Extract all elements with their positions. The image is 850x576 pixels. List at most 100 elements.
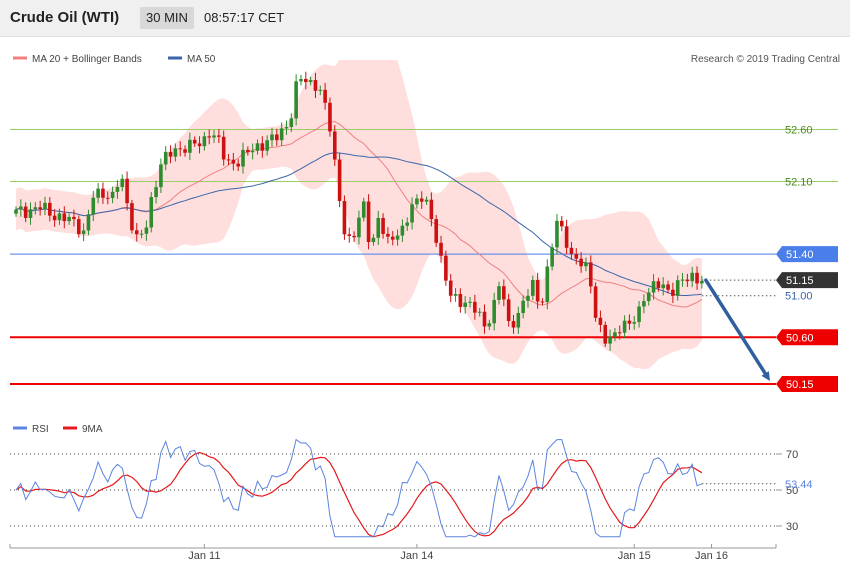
candle-body bbox=[381, 217, 385, 234]
candle-body bbox=[439, 242, 443, 256]
candle-body bbox=[275, 134, 279, 141]
candle bbox=[357, 210, 361, 245]
candle bbox=[613, 327, 617, 342]
candle bbox=[482, 304, 487, 334]
candle-body bbox=[564, 226, 569, 248]
candle bbox=[38, 200, 42, 216]
candle bbox=[149, 192, 154, 233]
candle-body bbox=[236, 163, 240, 167]
candle-body bbox=[588, 262, 593, 287]
rsi-tick-label: 30 bbox=[786, 521, 798, 533]
candle-body bbox=[86, 214, 91, 231]
candle-body bbox=[130, 203, 134, 231]
level-tag-label: 52.10 bbox=[785, 176, 813, 188]
candle bbox=[260, 136, 265, 158]
candle-body bbox=[574, 253, 579, 259]
candle bbox=[81, 223, 86, 242]
candle bbox=[328, 97, 332, 137]
candle bbox=[473, 294, 477, 320]
candle-body bbox=[260, 143, 265, 151]
candle-body bbox=[72, 216, 76, 220]
candle bbox=[72, 209, 76, 227]
candle bbox=[96, 183, 100, 204]
candle bbox=[91, 190, 96, 222]
candle bbox=[685, 273, 690, 287]
level-tag-box bbox=[776, 246, 838, 263]
candle bbox=[270, 127, 274, 147]
candle bbox=[275, 128, 279, 146]
candle bbox=[236, 159, 240, 171]
candle bbox=[231, 152, 236, 171]
candle-body bbox=[390, 236, 395, 240]
candle bbox=[352, 231, 356, 242]
candle-body bbox=[617, 332, 622, 334]
candle-body bbox=[492, 299, 496, 324]
rsi-current-label: 53.44 bbox=[785, 479, 813, 491]
candle bbox=[492, 292, 496, 331]
rsi-line bbox=[15, 438, 703, 538]
candle-body bbox=[376, 217, 381, 238]
candle-body bbox=[516, 313, 521, 328]
candle-body bbox=[342, 201, 347, 235]
level-tag-box bbox=[776, 376, 838, 393]
candle bbox=[410, 197, 414, 230]
x-tick-label: Jan 16 bbox=[695, 550, 728, 562]
candle-body bbox=[144, 227, 149, 234]
level-tag-label: 52.60 bbox=[785, 125, 813, 137]
candle-body bbox=[202, 136, 207, 147]
candle-body bbox=[473, 301, 477, 313]
candle-body bbox=[149, 197, 154, 228]
candle-body bbox=[695, 272, 699, 284]
candle-body bbox=[308, 80, 313, 83]
candle-body bbox=[482, 311, 487, 327]
candle bbox=[579, 252, 583, 273]
candle-body bbox=[357, 217, 361, 238]
candle-body bbox=[540, 301, 545, 303]
candle bbox=[347, 227, 352, 243]
candle bbox=[564, 219, 569, 255]
candle-body bbox=[76, 219, 81, 235]
rsi-plot-area bbox=[15, 438, 703, 538]
candle bbox=[159, 158, 163, 194]
candle bbox=[463, 295, 467, 314]
candle-body bbox=[91, 197, 96, 215]
candle bbox=[439, 235, 443, 263]
candle bbox=[671, 282, 675, 303]
candle-body bbox=[57, 213, 62, 221]
candle-body bbox=[405, 222, 410, 226]
candle bbox=[502, 279, 506, 307]
level-tag: 52.60 bbox=[776, 125, 838, 137]
candle bbox=[139, 229, 144, 239]
candle-body bbox=[139, 233, 144, 235]
candle-body bbox=[337, 159, 342, 202]
candle-body bbox=[386, 233, 390, 237]
x-tick-label: Jan 15 bbox=[618, 550, 651, 562]
candle bbox=[284, 120, 289, 135]
candle bbox=[105, 191, 110, 205]
candle bbox=[511, 314, 516, 334]
candle bbox=[584, 257, 588, 272]
candle bbox=[67, 213, 71, 225]
candle-body bbox=[318, 89, 323, 91]
candle-body bbox=[371, 237, 376, 243]
candle bbox=[226, 153, 231, 166]
candle-body bbox=[43, 202, 47, 210]
candle-body bbox=[559, 220, 564, 227]
candle-body bbox=[593, 286, 598, 318]
candle-body bbox=[154, 187, 158, 198]
candle-body bbox=[28, 209, 33, 218]
candle-body bbox=[555, 220, 559, 248]
timeframe-badge[interactable]: 30 MIN bbox=[140, 7, 194, 29]
candle-body bbox=[120, 178, 125, 187]
candle-body bbox=[241, 149, 245, 167]
candle bbox=[555, 213, 559, 255]
candle-body bbox=[502, 286, 506, 300]
forecast-arrow-shaft bbox=[704, 278, 768, 377]
candle-body bbox=[197, 143, 202, 147]
candle bbox=[545, 259, 550, 310]
candle bbox=[400, 219, 405, 242]
candle bbox=[550, 243, 554, 271]
candle bbox=[43, 196, 47, 216]
candle bbox=[52, 208, 57, 227]
